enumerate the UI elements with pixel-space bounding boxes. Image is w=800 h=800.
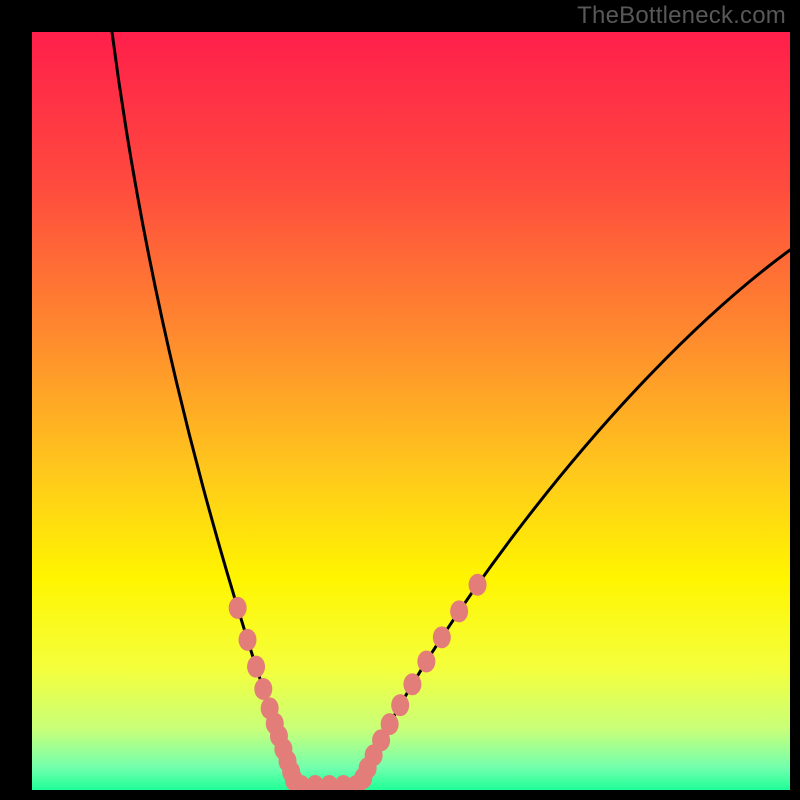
marker-point [381, 713, 399, 735]
marker-point [433, 626, 451, 648]
marker-point [417, 650, 435, 672]
marker-point [469, 574, 487, 596]
marker-point [239, 629, 257, 651]
watermark-text: TheBottleneck.com [577, 2, 786, 30]
marker-point [391, 694, 409, 716]
marker-point [403, 673, 421, 695]
chart-svg [0, 0, 800, 800]
marker-point [247, 656, 265, 678]
marker-point [229, 597, 247, 619]
chart-stage: TheBottleneck.com [0, 0, 800, 800]
marker-point [450, 600, 468, 622]
marker-point [254, 678, 272, 700]
